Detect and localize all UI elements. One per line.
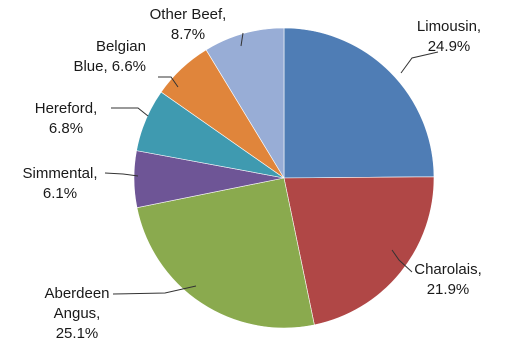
slice-labels: Limousin, 24.9% Charolais, 21.9% Aberdeen Ang… — [22, 6, 481, 342]
leader-line-hereford — [111, 107, 149, 117]
leader-line-limousin — [400, 51, 439, 74]
data-label-other-beef: Other Beef, 8.7% — [150, 6, 227, 43]
leader-line-charolais — [391, 249, 413, 273]
data-label-limousin: Limousin, 24.9% — [417, 18, 481, 55]
data-label-aberdeen-angus: Aberdeen Angus, 25.1% — [44, 285, 109, 342]
leader-line-simmental — [104, 172, 139, 177]
pie-slice-aberdeen-angus — [136, 177, 315, 329]
data-label-belgian-blue: Belgian Blue, 6.6% — [73, 38, 146, 75]
pie-slice-limousin — [283, 27, 435, 179]
pie-slice-other-beef — [205, 27, 285, 180]
pie-slice-charolais — [283, 176, 435, 326]
leader-lines — [104, 32, 439, 295]
data-label-charolais: Charolais, 21.9% — [414, 261, 482, 298]
leader-line-belgian-blue — [158, 76, 179, 88]
pie-slices — [133, 27, 435, 329]
data-label-simmental: Simmental, 6.1% — [22, 165, 97, 202]
data-label-hereford: Hereford, 6.8% — [35, 100, 98, 137]
leader-line-aberdeen-angus — [112, 285, 197, 295]
leader-line-other-beef — [240, 32, 244, 47]
